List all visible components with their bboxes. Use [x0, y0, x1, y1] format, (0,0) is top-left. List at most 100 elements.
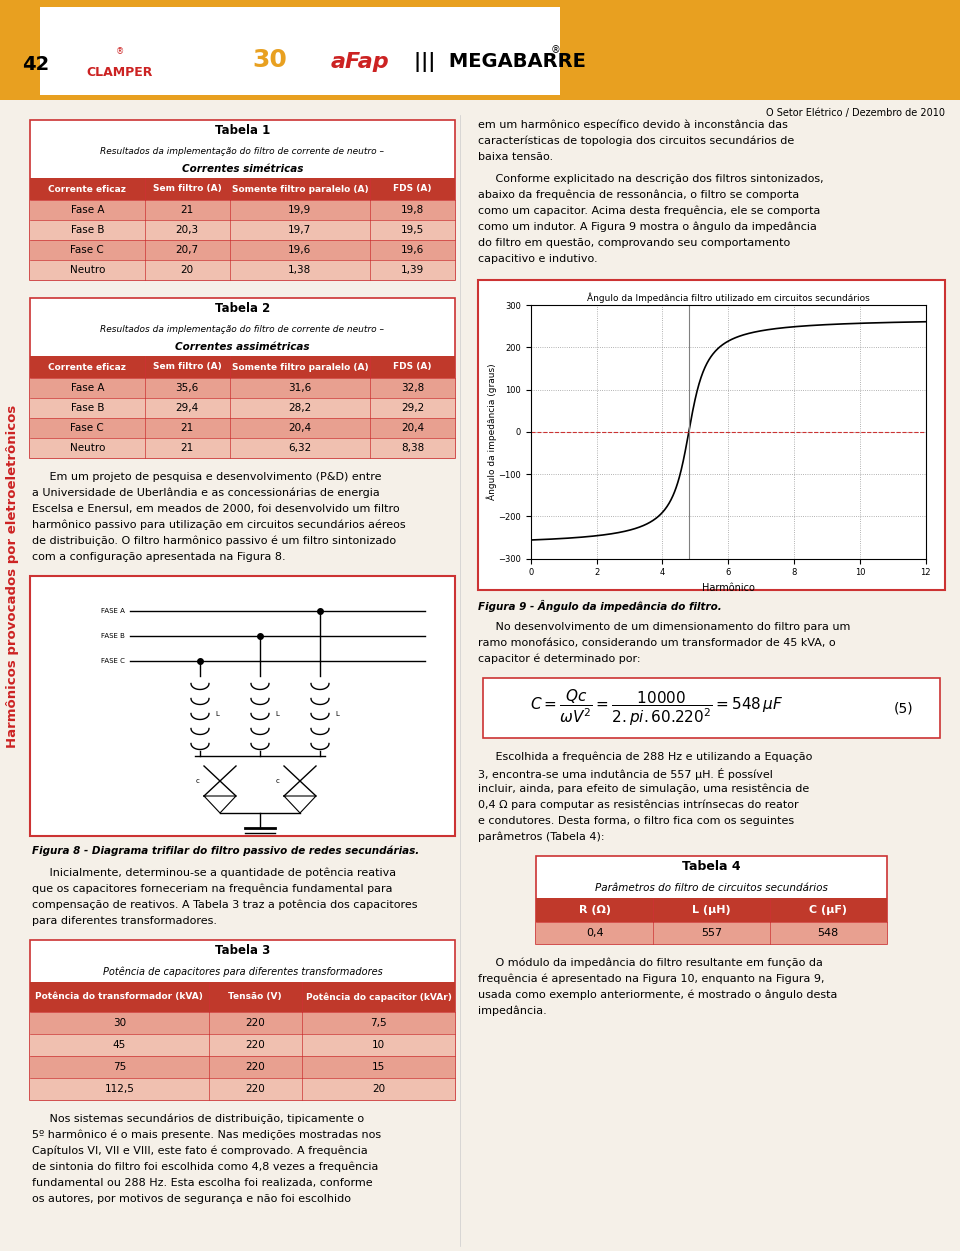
Bar: [0, 0, 960, 100]
Bar: [478, 280, 945, 590]
Bar: [30, 940, 455, 1100]
Text: Resultados da implementação do filtro de corrente de neutro –: Resultados da implementação do filtro de…: [101, 146, 385, 155]
Bar: [30, 438, 455, 458]
Text: 30: 30: [252, 48, 287, 73]
Text: 29,4: 29,4: [176, 403, 199, 413]
Text: L: L: [335, 711, 339, 717]
Bar: [483, 678, 940, 738]
Text: Fase C: Fase C: [70, 423, 105, 433]
Text: Tabela 4: Tabela 4: [683, 861, 741, 873]
Text: 10: 10: [372, 1040, 385, 1050]
Text: 6,32: 6,32: [288, 443, 311, 453]
Text: 45: 45: [112, 1040, 126, 1050]
Text: 42: 42: [22, 55, 49, 75]
Text: Escelsa e Enersul, em meados de 2000, foi desenvolvido um filtro: Escelsa e Enersul, em meados de 2000, fo…: [32, 504, 399, 514]
Text: 220: 220: [246, 1062, 265, 1072]
Bar: [30, 178, 455, 200]
Text: 548: 548: [818, 928, 839, 938]
Text: ®: ®: [116, 48, 124, 56]
Text: Tabela 1: Tabela 1: [215, 125, 270, 138]
Text: Em um projeto de pesquisa e desenvolvimento (P&D) entre: Em um projeto de pesquisa e desenvolvime…: [32, 472, 381, 482]
Text: 5º harmônico é o mais presente. Nas medições mostradas nos: 5º harmônico é o mais presente. Nas medi…: [32, 1130, 381, 1141]
Text: (5): (5): [894, 701, 913, 716]
Text: 20,4: 20,4: [288, 423, 311, 433]
Text: a Universidade de Uberlândia e as concessionárias de energia: a Universidade de Uberlândia e as conces…: [32, 488, 380, 498]
Text: Parâmetros do filtro de circuitos secundários: Parâmetros do filtro de circuitos secund…: [595, 883, 828, 893]
Title: Ângulo da Impedância filtro utilizado em circuitos secundários: Ângulo da Impedância filtro utilizado em…: [587, 293, 870, 303]
Text: $C = \dfrac{Qc}{\omega V^2} = \dfrac{10000}{2.pi.60.220^2} = 548\,\mu F$: $C = \dfrac{Qc}{\omega V^2} = \dfrac{100…: [530, 688, 783, 728]
Text: 20,3: 20,3: [176, 225, 199, 235]
Text: L: L: [215, 711, 219, 717]
Text: Escolhida a frequência de 288 Hz e utilizando a Equação: Escolhida a frequência de 288 Hz e utili…: [478, 752, 812, 763]
Text: 20: 20: [372, 1085, 385, 1095]
Text: Corrente eficaz: Corrente eficaz: [48, 184, 127, 194]
Text: de distribuição. O filtro harmônico passivo é um filtro sintonizado: de distribuição. O filtro harmônico pass…: [32, 535, 396, 547]
Text: Inicialmente, determinou-se a quantidade de potência reativa: Inicialmente, determinou-se a quantidade…: [32, 868, 396, 878]
Text: 557: 557: [701, 928, 722, 938]
Text: para diferentes transformadores.: para diferentes transformadores.: [32, 916, 217, 926]
Text: Somente filtro paralelo (A): Somente filtro paralelo (A): [231, 363, 369, 372]
Text: 30: 30: [112, 1018, 126, 1028]
Text: 20,7: 20,7: [176, 245, 199, 255]
Bar: [40, 8, 560, 95]
Text: Somente filtro paralelo (A): Somente filtro paralelo (A): [231, 184, 369, 194]
Text: CLAMPER: CLAMPER: [86, 65, 154, 79]
Text: usada como exemplo anteriormente, é mostrado o ângulo desta: usada como exemplo anteriormente, é most…: [478, 990, 837, 1001]
Text: Figura 8 - Diagrama trifilar do filtro passivo de redes secundárias.: Figura 8 - Diagrama trifilar do filtro p…: [32, 846, 420, 857]
Text: FDS (A): FDS (A): [394, 184, 432, 194]
Text: 19,6: 19,6: [401, 245, 424, 255]
Bar: [30, 378, 455, 398]
Bar: [30, 357, 455, 378]
Text: R (Ω): R (Ω): [579, 904, 611, 914]
Text: como um indutor. A Figura 9 mostra o ângulo da impedância: como um indutor. A Figura 9 mostra o âng…: [478, 221, 817, 233]
Bar: [537, 898, 887, 922]
Text: |||  MEGABARRE: ||| MEGABARRE: [414, 53, 586, 73]
Text: capacitor é determinado por:: capacitor é determinado por:: [478, 654, 640, 664]
Text: 15: 15: [372, 1062, 385, 1072]
Text: impedância.: impedância.: [478, 1006, 547, 1017]
Text: características de topologia dos circuitos secundários de: características de topologia dos circuit…: [478, 136, 794, 146]
Text: 0,4 Ω para computar as resistências intrínsecas do reator: 0,4 Ω para computar as resistências intr…: [478, 799, 799, 811]
Text: frequência é apresentado na Figura 10, enquanto na Figura 9,: frequência é apresentado na Figura 10, e…: [478, 975, 825, 985]
Text: FASE A: FASE A: [101, 608, 125, 614]
Bar: [30, 982, 455, 1012]
Text: FDS (A): FDS (A): [394, 363, 432, 372]
Text: 8,38: 8,38: [401, 443, 424, 453]
Text: Fase A: Fase A: [71, 205, 104, 215]
Text: parâmetros (Tabela 4):: parâmetros (Tabela 4):: [478, 832, 605, 842]
Text: os autores, por motivos de segurança e não foi escolhido: os autores, por motivos de segurança e n…: [32, 1193, 351, 1203]
Text: L (μH): L (μH): [692, 904, 731, 914]
Text: O Setor Elétrico / Dezembro de 2010: O Setor Elétrico / Dezembro de 2010: [766, 108, 945, 118]
Text: 0,4: 0,4: [586, 928, 604, 938]
Bar: [537, 922, 887, 945]
Bar: [537, 856, 887, 945]
Bar: [30, 575, 455, 836]
Text: 220: 220: [246, 1040, 265, 1050]
Text: 7,5: 7,5: [371, 1018, 387, 1028]
Bar: [30, 1035, 455, 1056]
Text: c: c: [276, 778, 279, 784]
Text: do filtro em questão, comprovando seu comportamento: do filtro em questão, comprovando seu co…: [478, 238, 790, 248]
Bar: [30, 240, 455, 260]
Text: 1,38: 1,38: [288, 265, 311, 275]
Text: e condutores. Desta forma, o filtro fica com os seguintes: e condutores. Desta forma, o filtro fica…: [478, 816, 794, 826]
Text: 3, encontra-se uma indutância de 557 μH. É possível: 3, encontra-se uma indutância de 557 μH.…: [478, 768, 773, 781]
Text: em um harmônico específico devido à inconstância das: em um harmônico específico devido à inco…: [478, 120, 788, 130]
Text: 19,5: 19,5: [401, 225, 424, 235]
Text: Tabela 3: Tabela 3: [215, 945, 270, 957]
Text: baixa tensão.: baixa tensão.: [478, 153, 553, 161]
Text: Resultados da implementação do filtro de corrente de neutro –: Resultados da implementação do filtro de…: [101, 324, 385, 334]
Text: ramo monofásico, considerando um transformador de 45 kVA, o: ramo monofásico, considerando um transfo…: [478, 638, 835, 648]
Text: Nos sistemas secundários de distribuição, tipicamente o: Nos sistemas secundários de distribuição…: [32, 1113, 364, 1125]
Bar: [30, 220, 455, 240]
Text: Harmônicos provocados por eletroeletrônicos: Harmônicos provocados por eletroeletrôni…: [7, 404, 19, 748]
Text: L: L: [275, 711, 278, 717]
Text: capacitivo e indutivo.: capacitivo e indutivo.: [478, 254, 598, 264]
Text: 32,8: 32,8: [401, 383, 424, 393]
Text: 31,6: 31,6: [288, 383, 311, 393]
Text: 21: 21: [180, 205, 194, 215]
Bar: [30, 1056, 455, 1078]
Text: 19,6: 19,6: [288, 245, 311, 255]
Text: 75: 75: [112, 1062, 126, 1072]
Text: 21: 21: [180, 443, 194, 453]
